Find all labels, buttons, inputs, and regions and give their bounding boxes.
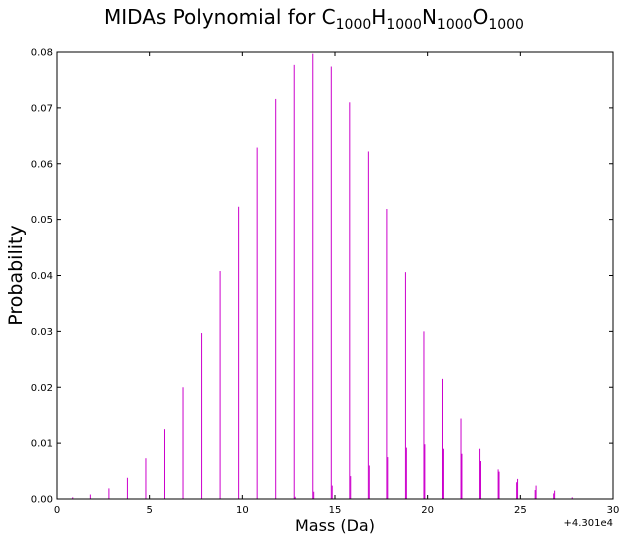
bar	[367, 151, 369, 499]
bar	[350, 476, 352, 499]
bar	[349, 102, 351, 499]
x-tick-label: 25	[514, 505, 527, 516]
bar	[330, 66, 332, 499]
y-tick-label: 0.02	[31, 383, 53, 394]
title-element: C	[321, 5, 336, 29]
bar	[331, 485, 333, 499]
bar	[313, 491, 315, 499]
bar	[442, 448, 444, 499]
y-tick-label: 0.04	[31, 271, 53, 282]
bar	[312, 53, 314, 500]
y-tick-label: 0.00	[31, 495, 53, 506]
y-tick-label: 0.05	[31, 215, 53, 226]
title-element: H	[371, 5, 387, 29]
bar	[404, 272, 406, 499]
x-tick-label: 5	[146, 505, 152, 516]
title-subscript: 1000	[488, 17, 524, 33]
ticks: 0 5 10 15 20 25 30 0.00 0.01 0.02 0.03 0.04 0.05 0.06…	[31, 48, 620, 517]
x-tick-label: 15	[329, 505, 342, 516]
bar	[424, 444, 426, 499]
bar	[387, 457, 389, 499]
bar	[145, 458, 147, 499]
bars	[72, 53, 573, 500]
x-axis-label: Mass (Da)	[295, 516, 375, 535]
y-axis-label: Probability	[5, 225, 27, 325]
bar	[497, 469, 499, 499]
bar	[460, 418, 462, 499]
bar	[72, 497, 74, 499]
bar	[554, 490, 556, 499]
bar	[182, 387, 184, 499]
bar	[405, 447, 407, 499]
title-element: N	[421, 5, 437, 29]
bar	[126, 477, 128, 499]
bar	[441, 378, 443, 499]
title-element: O	[472, 5, 489, 29]
x-tick-label: 30	[607, 505, 620, 516]
y-tick-label: 0.08	[31, 48, 53, 59]
bar	[275, 98, 277, 499]
y-tick-label: 0.06	[31, 159, 53, 170]
bar	[534, 490, 536, 499]
bar	[293, 64, 295, 499]
chart-title: MIDAs Polynomial for C1000H1000N1000O100…	[0, 5, 628, 33]
bar	[553, 493, 555, 499]
bar	[238, 206, 240, 499]
bar	[294, 496, 296, 499]
bar	[461, 453, 463, 499]
title-subscript: 1000	[335, 17, 372, 33]
bar	[479, 448, 481, 499]
bar	[368, 465, 370, 499]
bar	[219, 271, 221, 499]
bar	[479, 461, 481, 499]
bar	[516, 482, 518, 499]
plot-frame	[56, 51, 614, 500]
bar	[163, 429, 165, 499]
bar	[498, 471, 500, 499]
y-tick-label: 0.01	[31, 439, 53, 450]
title-prefix: MIDAs Polynomial for	[104, 5, 322, 29]
bar	[108, 488, 110, 499]
x-tick-label: 10	[236, 505, 249, 516]
bar	[386, 209, 388, 500]
bar	[571, 497, 573, 499]
y-tick-label: 0.07	[31, 103, 53, 114]
x-tick-label: 0	[54, 505, 60, 516]
title-subscript: 1000	[386, 17, 422, 33]
bar	[517, 478, 519, 499]
bar	[89, 494, 91, 499]
title-subscript: 1000	[436, 17, 473, 33]
bar	[535, 485, 537, 499]
bar	[201, 333, 203, 499]
x-tick-label: 20	[421, 505, 434, 516]
bar	[256, 147, 258, 499]
x-offset-label: +4.301e4	[563, 518, 613, 529]
y-tick-label: 0.03	[31, 327, 53, 338]
bar	[423, 331, 425, 499]
